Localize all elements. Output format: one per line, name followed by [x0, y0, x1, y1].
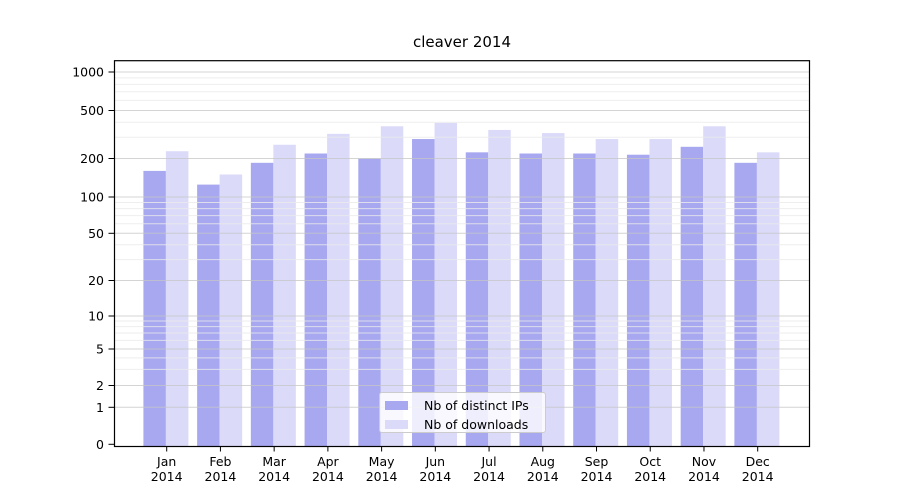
bar-ips-mar [250, 162, 274, 447]
y-tick-label: 200 [80, 151, 104, 166]
x-tick-label-month: Aug [531, 454, 555, 469]
bar-downloads-aug [541, 133, 565, 447]
legend-swatch-downloads [385, 420, 408, 429]
x-tick-label-month: Apr [317, 454, 339, 469]
legend-label-distinct-ips: Nb of distinct IPs [424, 398, 529, 413]
y-tick-label: 0 [96, 437, 104, 452]
chart-title: cleaver 2014 [412, 33, 512, 51]
x-tick-label-month: Jul [481, 454, 497, 469]
x-tick-label-year: 2014 [258, 469, 290, 484]
x-tick-label-year: 2014 [151, 469, 183, 484]
legend-item-downloads: Nb of downloads [385, 415, 545, 434]
bar-downloads-jun [434, 122, 458, 447]
bar-downloads-may [380, 126, 404, 447]
x-tick-label-month: Oct [639, 454, 661, 469]
bar-ips-oct [626, 154, 650, 447]
bar-downloads-oct [649, 139, 672, 447]
y-tick-label: 2 [96, 378, 104, 393]
x-tick-label-year: 2014 [581, 469, 613, 484]
x-tick-label-year: 2014 [742, 469, 774, 484]
x-tick-label-month: Dec [746, 454, 770, 469]
legend-swatch-distinct-ips [385, 401, 408, 410]
y-tick-label: 1 [96, 400, 104, 415]
bar-ips-jul [465, 152, 489, 447]
bar-downloads-nov [703, 126, 726, 447]
bar-ips-nov [680, 146, 704, 447]
x-tick-label-year: 2014 [527, 469, 559, 484]
bar-ips-jan [143, 170, 166, 447]
x-tick-label-year: 2014 [312, 469, 344, 484]
bar-downloads-dec [756, 152, 780, 447]
bar-downloads-apr [327, 133, 350, 447]
y-tick-label: 20 [88, 273, 104, 288]
x-tick-label-month: Jun [425, 454, 446, 469]
y-tick-label: 1000 [72, 65, 104, 80]
x-tick-label-month: Sep [585, 454, 609, 469]
y-tick-label: 10 [88, 309, 104, 324]
x-tick-label-month: Nov [692, 454, 717, 469]
x-tick-label-year: 2014 [205, 469, 237, 484]
x-tick-label-year: 2014 [473, 469, 505, 484]
legend-label-downloads: Nb of downloads [424, 417, 529, 432]
plot-border [113, 60, 811, 448]
x-tick-label-year: 2014 [634, 469, 666, 484]
y-tick-label: 50 [88, 226, 104, 241]
y-tick-label: 5 [96, 342, 104, 357]
x-tick-label-year: 2014 [688, 469, 720, 484]
bar-downloads-feb [219, 174, 243, 447]
x-tick-label-month: May [369, 454, 395, 469]
y-tick-label: 500 [80, 103, 104, 118]
x-tick-label-month: Mar [262, 454, 286, 469]
bar-downloads-mar [273, 144, 296, 447]
bar-ips-apr [304, 153, 328, 447]
x-tick-label-year: 2014 [419, 469, 451, 484]
x-tick-label-year: 2014 [366, 469, 398, 484]
y-tick-label: 100 [80, 190, 104, 205]
bar-ips-dec [734, 162, 757, 447]
legend: Nb of distinct IPs Nb of downloads [379, 392, 546, 433]
x-tick-label-month: Feb [209, 454, 231, 469]
legend-item-distinct-ips: Nb of distinct IPs [385, 396, 545, 415]
bar-ips-aug [519, 153, 542, 447]
bar-ips-may [358, 158, 381, 447]
bar-downloads-jan [165, 151, 189, 447]
bar-ips-sep [573, 153, 596, 447]
bar-downloads-sep [595, 139, 619, 447]
x-tick-label-month: Jan [156, 454, 176, 469]
